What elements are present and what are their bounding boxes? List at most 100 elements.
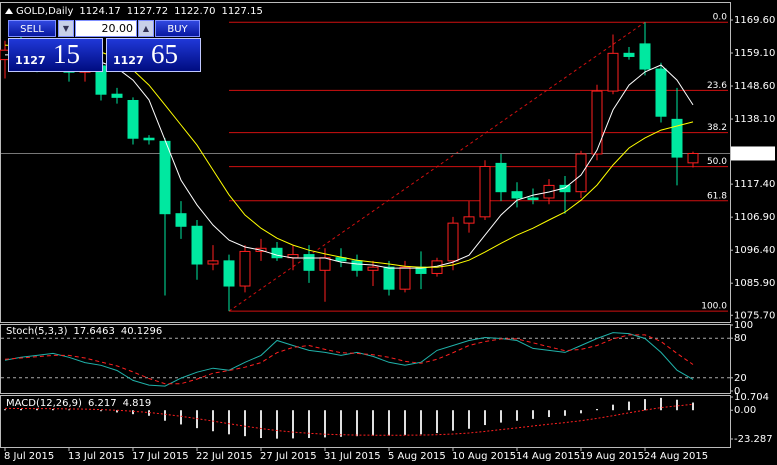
y-tick-label: 1106.90 <box>734 212 775 223</box>
candle-body <box>351 260 363 271</box>
header-part: 17.6463 <box>73 326 114 337</box>
candle-body <box>159 140 171 215</box>
sell-button[interactable]: SELL <box>8 20 56 37</box>
candle-body <box>639 43 651 70</box>
ask-small: 65 <box>151 39 178 69</box>
candle-body <box>687 152 699 164</box>
y-tick-label: 0.00 <box>734 405 756 416</box>
x-tick-label: 14 Aug 2015 <box>516 451 580 462</box>
buy-button[interactable]: BUY <box>155 20 200 37</box>
candle-body <box>655 68 667 117</box>
y-tick-label: 1138.10 <box>734 114 775 125</box>
moving-average <box>5 54 694 269</box>
x-tick-label: 22 Jul 2015 <box>196 451 253 462</box>
header-part: GOLD,Daily <box>16 6 73 17</box>
header-part: 1124.17 <box>79 6 120 17</box>
fib-trend <box>228 21 646 312</box>
x-tick-label: 5 Aug 2015 <box>388 451 446 462</box>
header-part: 1122.70 <box>174 6 215 17</box>
fib-label: 50.0 <box>707 157 727 167</box>
x-tick-label: 17 Jul 2015 <box>132 451 189 462</box>
candle-body <box>223 260 235 287</box>
ask-big: 1127 <box>113 54 144 67</box>
y-tick-label: 1169.60 <box>734 15 775 26</box>
header-part: 40.1296 <box>121 326 162 337</box>
candle-body <box>607 52 619 92</box>
y-tick-label: 80 <box>734 333 747 344</box>
x-tick-label: 24 Aug 2015 <box>644 451 708 462</box>
stoch-main <box>4 332 694 387</box>
fib-label: 100.0 <box>701 302 727 312</box>
candle-body <box>575 153 587 193</box>
fib-label: 61.8 <box>707 191 727 201</box>
lot-input[interactable]: 20.00 <box>75 20 137 37</box>
bid-small: 15 <box>53 39 80 69</box>
candle-body <box>303 254 315 271</box>
y-tick-label: 0 <box>734 386 740 397</box>
symbol-icon <box>5 8 13 14</box>
candle-body <box>127 99 139 139</box>
y-tick-label: 20 <box>734 373 747 384</box>
candle-body <box>143 137 155 141</box>
panel-header: GOLD,Daily 1124.17 1127.72 1122.70 1127.15 <box>16 6 263 17</box>
y-tick-label: 1096.40 <box>734 245 775 256</box>
lot-up[interactable]: ▲ <box>138 20 154 37</box>
x-tick-label: 31 Jul 2015 <box>324 451 381 462</box>
bid-big: 1127 <box>15 54 46 67</box>
candle-body <box>175 213 187 227</box>
candle-body <box>319 257 331 271</box>
header-part: Stoch(5,3,3) <box>6 326 68 337</box>
candle-body <box>559 184 571 193</box>
candle-body <box>239 250 251 287</box>
candle-body <box>495 162 507 193</box>
candle-body <box>527 197 539 201</box>
candle-body <box>671 118 683 158</box>
y-tick-label: 1075.70 <box>734 310 775 321</box>
stoch-signal <box>4 334 694 385</box>
y-tick-label: 1148.60 <box>734 81 775 92</box>
current-price-box <box>731 146 775 161</box>
panel-header: MACD(12,26,9) 6.217 4.819 <box>6 398 151 409</box>
y-tick-label: 1117.40 <box>734 179 775 190</box>
header-part: 4.819 <box>123 398 152 409</box>
candle-body <box>463 216 475 224</box>
macd-panel-frame <box>0 395 731 448</box>
candle-body <box>591 90 603 155</box>
y-tick-label: 10.704 <box>734 392 769 403</box>
current-price-label: 1127.15 <box>734 148 775 159</box>
header-part: MACD(12,26,9) <box>6 398 82 409</box>
header-part: 6.217 <box>88 398 117 409</box>
stoch-panel-frame <box>0 324 731 394</box>
x-tick-label: 8 Jul 2015 <box>4 451 54 462</box>
candle-body <box>191 225 203 265</box>
candle-body <box>335 257 347 262</box>
candle-body <box>383 266 395 290</box>
fib-label: 0.0 <box>713 13 728 23</box>
candle-body <box>447 222 459 262</box>
header-part: 1127.72 <box>127 6 168 17</box>
x-tick-label: 13 Jul 2015 <box>68 451 125 462</box>
fib-label: 23.6 <box>707 81 727 91</box>
y-tick-label: 1085.90 <box>734 278 775 289</box>
fib-label: 38.2 <box>707 123 727 133</box>
y-tick-label: 100 <box>734 320 753 331</box>
moving-average <box>4 44 694 268</box>
candle-body <box>623 52 635 57</box>
panel-header: Stoch(5,3,3) 17.6463 40.1296 <box>6 326 162 337</box>
header-part: 1127.15 <box>221 6 262 17</box>
candle-body <box>111 93 123 98</box>
y-tick-label: -23.287 <box>734 434 773 445</box>
lot-down[interactable]: ▼ <box>58 20 74 37</box>
candle-body <box>271 247 283 259</box>
ask-quote[interactable]: 1127 65 <box>106 38 201 72</box>
bid-quote[interactable]: 1127 15 <box>8 38 103 72</box>
candle-body <box>207 260 219 265</box>
x-tick-label: 10 Aug 2015 <box>452 451 516 462</box>
macd-signal <box>4 403 694 436</box>
candle-body <box>511 191 523 199</box>
candle-body <box>479 166 491 218</box>
main-panel-frame <box>0 2 731 323</box>
candle-body <box>399 266 411 290</box>
x-tick-label: 19 Aug 2015 <box>580 451 644 462</box>
